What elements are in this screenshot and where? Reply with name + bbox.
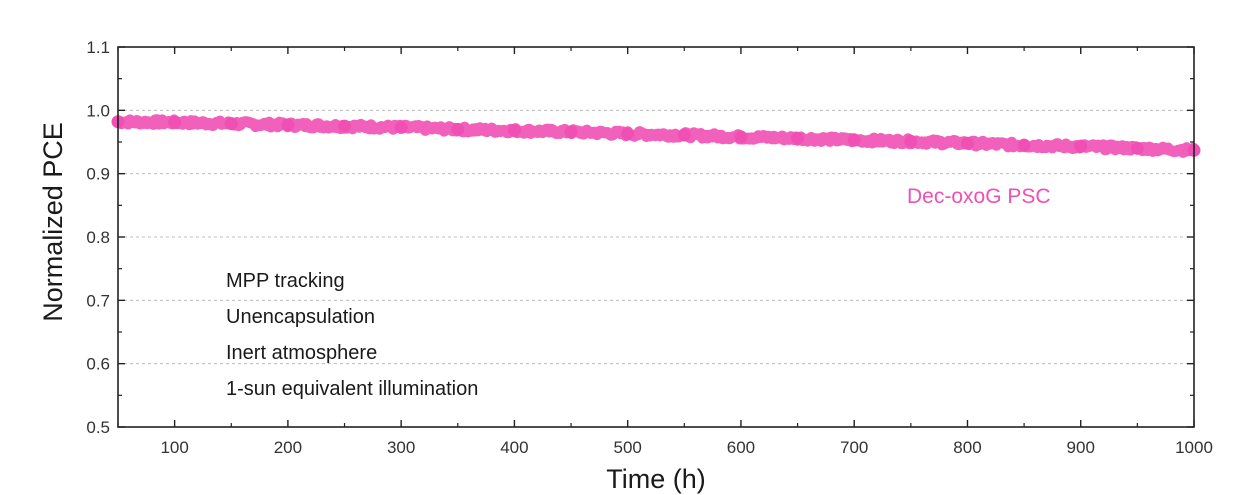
x-tick-label: 200: [274, 438, 302, 457]
y-tick-label: 0.7: [86, 291, 110, 310]
x-tick-label: 600: [727, 438, 755, 457]
data-point: [734, 130, 748, 144]
y-axis-title: Normalized PCE: [38, 122, 68, 322]
x-tick-label: 900: [1067, 438, 1095, 457]
data-point: [791, 131, 805, 145]
data-point: [281, 118, 295, 132]
series-trace: [112, 114, 1199, 158]
data-point: [451, 122, 465, 136]
x-tick-label: 700: [840, 438, 868, 457]
data-point: [904, 134, 918, 148]
data-point: [168, 115, 182, 129]
annotation-line: MPP tracking: [226, 270, 345, 292]
data-point: [507, 124, 521, 138]
y-tick-label: 0.6: [86, 355, 110, 374]
annotation-line: Inert atmosphere: [226, 342, 377, 364]
y-tick-label: 0.9: [86, 165, 110, 184]
data-point: [338, 119, 352, 133]
y-tick-label: 0.5: [86, 418, 110, 437]
x-tick-label: 800: [953, 438, 981, 457]
y-tick-label: 1.1: [86, 38, 110, 57]
annotation-line: 1-sun equivalent illumination: [226, 378, 478, 400]
tick-labels: 0.5 0.6 0.7 0.8 0.9 1.0 1.1 100 200 300 400 500 600 7…: [86, 38, 1213, 457]
y-tick-label: 0.8: [86, 228, 110, 247]
x-tick-label: 1000: [1175, 438, 1213, 457]
data-point: [1130, 141, 1144, 155]
series-label: Dec-oxoG PSC: [907, 185, 1051, 208]
gridlines: [118, 109, 1194, 365]
data-point: [1074, 139, 1088, 153]
data-point: [1017, 138, 1031, 152]
data-point: [564, 125, 578, 139]
data-point: [677, 128, 691, 142]
annotation-line: Unencapsulation: [226, 306, 375, 328]
data-point: [847, 133, 861, 147]
data-point: [621, 127, 635, 141]
x-tick-label: 400: [500, 438, 528, 457]
y-tick-label: 1.0: [86, 101, 110, 120]
x-axis-title: Time (h): [606, 464, 706, 494]
x-tick-label: 500: [613, 438, 641, 457]
x-tick-label: 300: [387, 438, 415, 457]
x-tick-label: 100: [160, 438, 188, 457]
data-points: [111, 114, 1201, 158]
data-point: [394, 120, 408, 134]
data-point: [224, 117, 238, 131]
axis-ticks: [117, 46, 1195, 428]
conditions-annotation: MPP tracking Unencapsulation Inert atmos…: [226, 270, 478, 400]
data-point: [960, 136, 974, 150]
